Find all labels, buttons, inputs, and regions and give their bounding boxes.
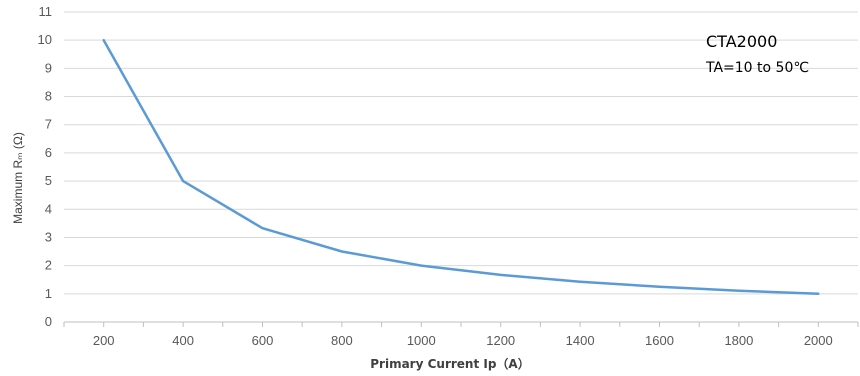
x-tick-label: 1000 <box>407 333 436 348</box>
y-tick-label: 10 <box>38 32 52 47</box>
x-axis-label: Primary Current Ip（A） <box>370 356 529 371</box>
x-tick-label: 600 <box>252 333 274 348</box>
y-tick-label: 4 <box>45 201 52 216</box>
x-tick-labels: 200 400 600 800 1000 1200 1400 1600 1800 2000 <box>93 333 833 348</box>
x-tick-label: 2000 <box>804 333 833 348</box>
annotation-condition: TA=10 to 50℃ <box>705 60 809 76</box>
x-tick-label: 800 <box>331 333 353 348</box>
y-tick-label: 1 <box>45 286 52 301</box>
axes <box>63 321 859 327</box>
annotation-model: CTA2000 <box>706 32 777 51</box>
y-tick-label: 7 <box>45 117 52 132</box>
x-tick-label: 1400 <box>566 333 595 348</box>
y-tick-label: 5 <box>45 173 52 188</box>
x-tick-label: 1800 <box>724 333 753 348</box>
y-tick-label: 6 <box>45 145 52 160</box>
x-tick-label: 1200 <box>486 333 515 348</box>
y-tick-label: 3 <box>45 229 52 244</box>
y-tick-label: 11 <box>39 4 53 19</box>
series-layer <box>102 38 820 296</box>
x-tick-label: 200 <box>93 333 115 348</box>
y-tick-labels: 0 1 2 3 4 5 6 7 8 9 10 11 <box>38 4 52 329</box>
x-tick-label: 1600 <box>645 333 674 348</box>
gridlines <box>64 11 858 295</box>
y-tick-label: 9 <box>45 60 52 75</box>
x-tick-label: 400 <box>172 333 194 348</box>
y-axis-label: Maximum Rₘ (Ω) <box>11 132 25 224</box>
y-tick-label: 0 <box>45 314 52 329</box>
series-line <box>102 38 820 296</box>
y-tick-label: 2 <box>45 258 52 273</box>
y-tick-label: 8 <box>45 89 52 104</box>
